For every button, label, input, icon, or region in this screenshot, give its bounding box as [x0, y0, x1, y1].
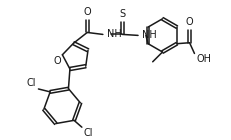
Text: Cl: Cl [27, 78, 36, 88]
Text: OH: OH [196, 54, 211, 64]
Text: Cl: Cl [84, 128, 93, 138]
Text: O: O [54, 56, 61, 66]
Text: O: O [83, 7, 91, 17]
Text: O: O [186, 17, 193, 27]
Text: NH: NH [107, 29, 122, 39]
Text: NH: NH [142, 30, 157, 40]
Text: S: S [119, 9, 125, 19]
